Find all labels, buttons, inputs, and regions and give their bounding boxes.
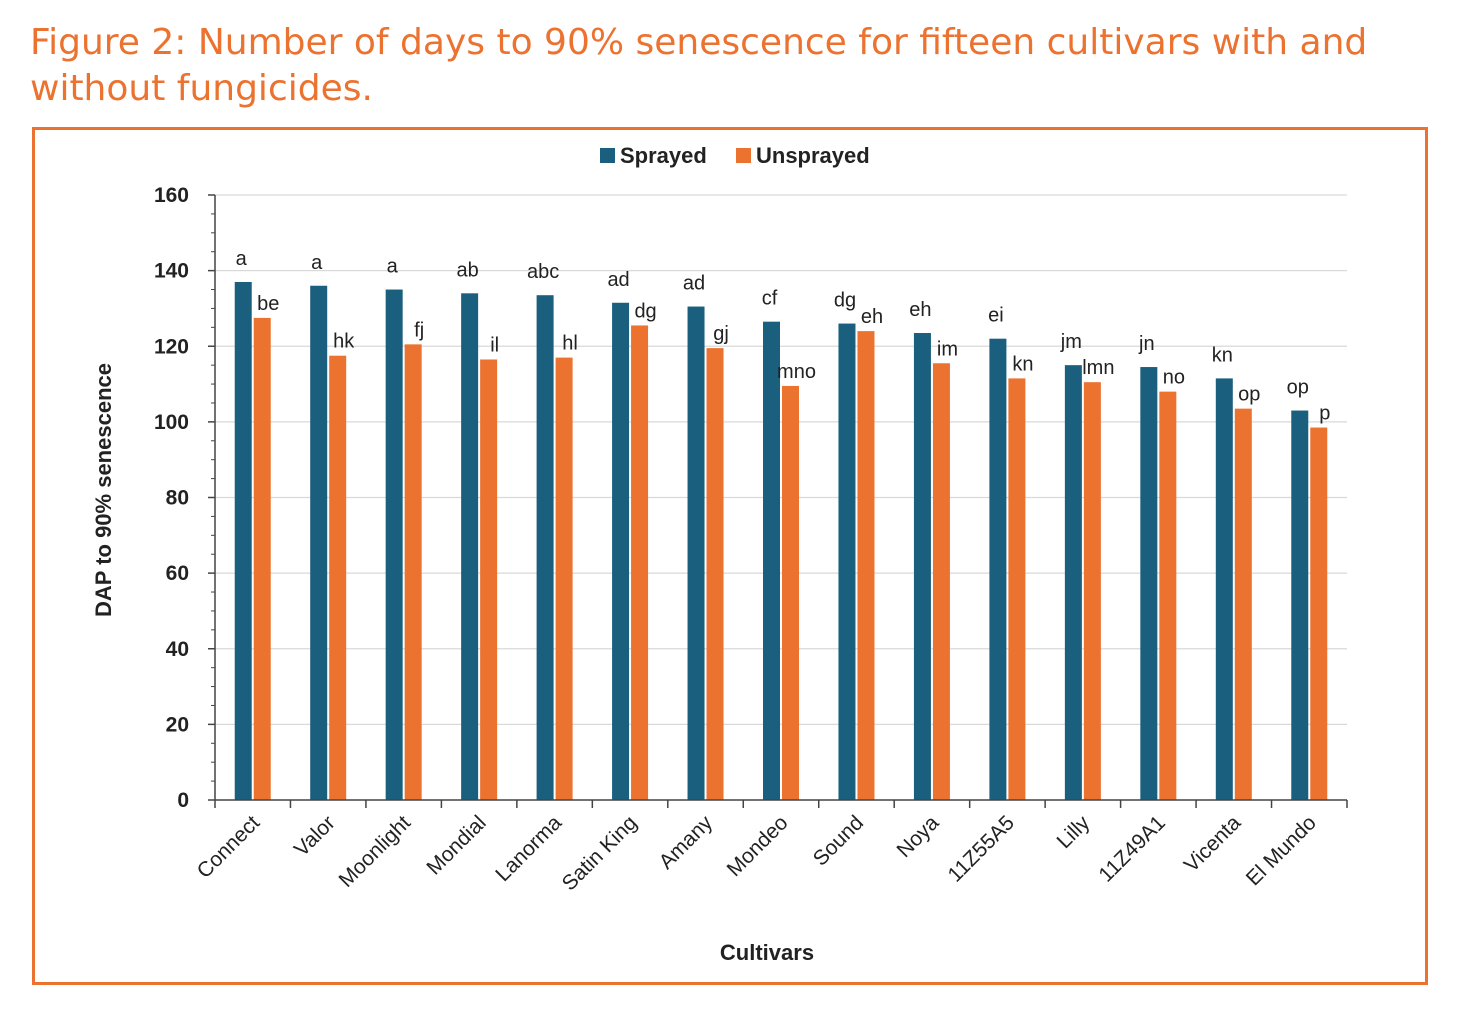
y-axis-title: DAP to 90% senescence [91,363,116,617]
significance-label-unsprayed: hk [333,331,355,353]
category-label: Connect [193,811,265,883]
legend-swatch-unsprayed [736,148,751,163]
bar-unsprayed [329,355,347,800]
legend: Sprayed Unsprayed [600,143,870,168]
bar-sprayed [310,285,328,800]
significance-label-sprayed: ab [457,259,479,281]
y-tick-label: 80 [166,487,189,510]
category-label: Sound [809,811,868,870]
bar-unsprayed [857,331,875,800]
bar-unsprayed [1234,408,1252,800]
category-label: Vicenta [1180,811,1246,877]
bar-sprayed [989,338,1007,800]
bar-sprayed [1215,378,1233,800]
bar-sprayed [385,289,403,800]
bar-unsprayed [706,348,724,800]
bar-sprayed [461,293,479,800]
category-label: Valor [290,811,340,861]
bar-sprayed [1140,367,1158,800]
significance-label-sprayed: ad [683,273,705,295]
bar-sprayed [838,323,856,800]
bar-unsprayed [480,359,498,800]
significance-label-sprayed: ei [988,305,1004,327]
y-tick-label: 120 [154,335,189,358]
significance-label-unsprayed: p [1319,403,1330,425]
bar-unsprayed [404,344,422,800]
category-label: 11Z49A1 [1094,811,1169,886]
category-label: 11Z55A5 [944,811,1019,886]
category-label: Moonlight [335,811,416,892]
bar-sprayed [687,306,705,800]
chart-frame: 0 20 40 60 80 100 120 140 160 a be Connect a hk Valor a… [32,127,1428,985]
significance-label-sprayed: eh [909,299,931,321]
significance-label-sprayed: jm [1060,331,1082,353]
category-label: Lanorma [491,811,566,886]
legend-label-unsprayed: Unsprayed [756,143,870,168]
legend-label-sprayed: Sprayed [620,143,707,168]
significance-label-sprayed: a [236,248,248,270]
significance-label-sprayed: op [1287,377,1309,399]
axes [208,194,1348,808]
bar-unsprayed [1159,391,1177,800]
bar-unsprayed [932,363,950,800]
significance-label-sprayed: cf [762,288,778,310]
bar-sprayed [234,281,252,800]
significance-label-unsprayed: gj [713,323,729,345]
bar-unsprayed [253,317,271,800]
bar-unsprayed [1008,378,1026,800]
bar-sprayed [612,302,630,800]
figure-title: Figure 2: Number of days to 90% senescen… [30,22,1368,109]
significance-label-unsprayed: hl [562,333,578,355]
significance-label-unsprayed: op [1238,384,1260,406]
category-label: El Mundo [1242,811,1321,890]
category-label: Amany [655,811,718,874]
significance-label-unsprayed: eh [861,306,883,328]
significance-label-sprayed: abc [527,261,559,283]
significance-label-sprayed: jn [1138,333,1155,355]
significance-label-unsprayed: im [937,338,958,360]
category-label: Mondeo [723,811,793,881]
bar-chart: 0 20 40 60 80 100 120 140 160 a be Connect a hk Valor a… [91,143,1348,965]
significance-label-unsprayed: be [257,293,279,315]
bar-sprayed [536,295,554,800]
significance-label-sprayed: kn [1212,344,1233,366]
category-label: Noya [893,811,944,862]
bar-sprayed [1291,410,1309,800]
significance-label-unsprayed: kn [1012,353,1033,375]
bar-unsprayed [631,325,649,800]
significance-label-sprayed: a [311,252,323,274]
bar-sprayed [763,321,780,800]
y-tick-label: 160 [154,184,189,207]
significance-label-unsprayed: no [1163,367,1185,389]
significance-label-unsprayed: fj [414,319,424,341]
significance-label-sprayed: ad [607,269,629,291]
significance-label-unsprayed: il [490,334,499,356]
significance-label-unsprayed: lmn [1082,357,1114,379]
y-tick-label: 20 [166,713,189,736]
y-tick-label: 60 [166,562,189,585]
significance-label-unsprayed: mno [777,361,816,383]
y-tick-label: 40 [166,638,189,661]
bar-sprayed [913,333,931,800]
bar-unsprayed [555,357,573,800]
legend-swatch-sprayed [600,148,615,163]
category-label: Mondial [422,811,490,879]
gridlines [215,194,1347,725]
bar-unsprayed [1083,382,1101,800]
x-axis-title: Cultivars [720,940,814,965]
category-label: Satin King [558,811,642,895]
significance-label-unsprayed: dg [634,300,656,322]
y-tick-label: 140 [154,260,189,283]
significance-label-sprayed: dg [834,290,856,312]
bars [234,281,1328,800]
significance-label-sprayed: a [387,256,399,278]
bar-unsprayed [782,385,799,800]
y-tick-label: 0 [177,789,189,812]
bar-sprayed [1064,365,1082,800]
y-tick-label: 100 [154,411,189,434]
category-label: Lilly [1053,811,1095,853]
bar-unsprayed [1310,427,1328,800]
